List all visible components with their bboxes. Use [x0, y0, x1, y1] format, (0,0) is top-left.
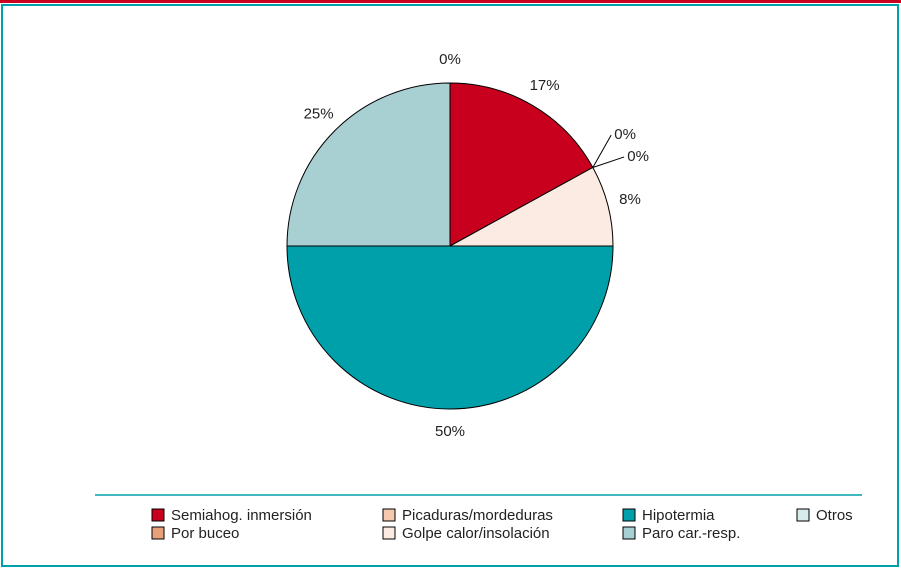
pie-slice	[286, 82, 451, 247]
legend-label: Hipotermia	[642, 507, 715, 524]
legend-label: Por buceo	[171, 525, 239, 542]
legend-swatch	[382, 526, 396, 540]
legend-label: Paro car.-resp.	[642, 525, 740, 542]
data-label: 25%	[304, 106, 334, 123]
data-label: 8%	[619, 191, 641, 208]
legend-swatch	[622, 508, 636, 522]
data-label: 0%	[627, 148, 649, 165]
legend-swatch	[622, 526, 636, 540]
leader-line	[592, 134, 612, 168]
frame	[1, 4, 899, 567]
data-label: 17%	[530, 77, 560, 94]
leader-line	[592, 156, 625, 168]
pie-slice	[286, 245, 614, 410]
data-label: 50%	[435, 423, 465, 440]
legend-swatch	[382, 508, 396, 522]
legend-swatch	[151, 526, 165, 540]
legend-swatch	[796, 508, 810, 522]
legend-label: Golpe calor/insolación	[402, 525, 550, 542]
pie-slice	[449, 82, 594, 247]
data-label: 0%	[439, 51, 461, 68]
data-label: 0%	[614, 126, 636, 143]
top-bar	[0, 0, 901, 3]
legend-label: Semiahog. inmersión	[171, 507, 312, 524]
legend-label: Otros	[816, 507, 853, 524]
legend-swatch	[151, 508, 165, 522]
legend-label: Picaduras/mordeduras	[402, 507, 553, 524]
